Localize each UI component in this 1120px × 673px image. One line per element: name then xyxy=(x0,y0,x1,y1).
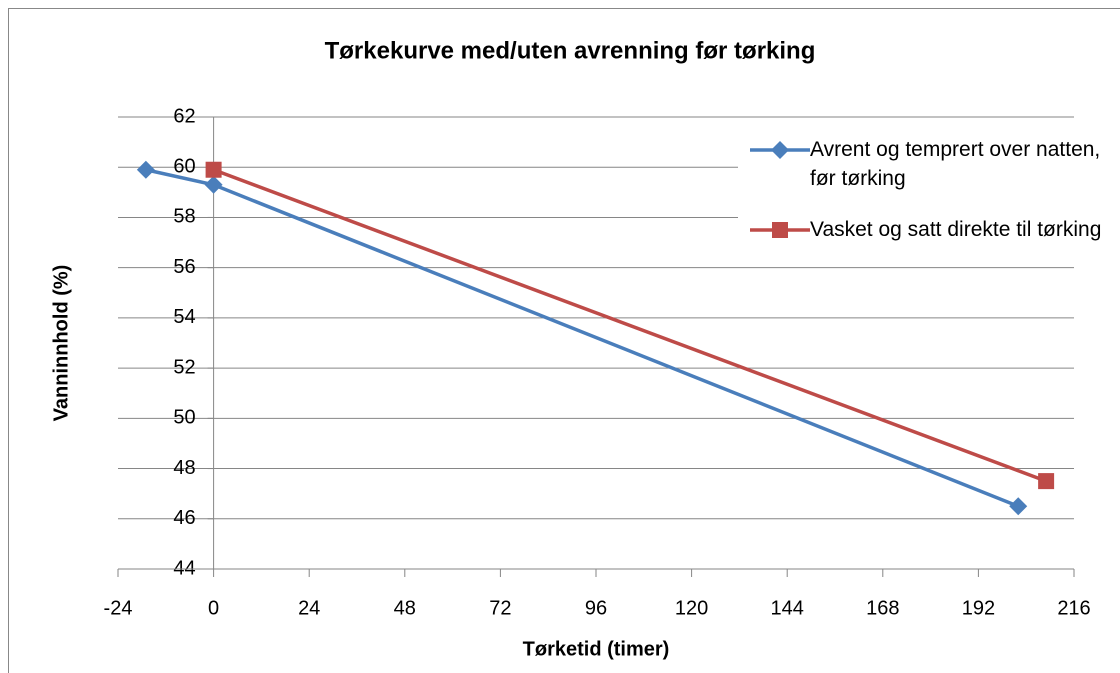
x-axis-title: Tørketid (timer) xyxy=(523,638,670,660)
marker xyxy=(204,175,223,194)
legend-swatch xyxy=(750,141,810,159)
y-tick-label: 60 xyxy=(173,156,195,178)
chart-border xyxy=(8,8,1120,673)
legend-item: Avrent og temprert over natten, før tørk… xyxy=(738,135,1106,193)
chart-title: Tørkekurve med/uten avrenning før tørkin… xyxy=(325,37,816,64)
legend: Avrent og temprert over natten, før tørk… xyxy=(738,135,1106,266)
x-tick-label: 168 xyxy=(866,597,899,619)
legend-swatch xyxy=(750,222,810,238)
marker xyxy=(1009,497,1028,516)
y-tick-label: 48 xyxy=(173,457,195,479)
y-tick-label: 58 xyxy=(173,206,195,228)
y-tick-label: 50 xyxy=(173,407,195,429)
x-tick-label: 144 xyxy=(771,597,804,619)
x-tick-label: 0 xyxy=(208,597,219,619)
x-tick-label: 72 xyxy=(489,597,511,619)
x-tick-label: 120 xyxy=(675,597,708,619)
legend-label: Vasket og satt direkte til tørking xyxy=(810,218,1102,241)
marker xyxy=(1038,473,1055,490)
y-tick-label: 52 xyxy=(173,356,195,378)
x-tick-label: 48 xyxy=(394,597,416,619)
x-tick-label: 24 xyxy=(298,597,320,619)
y-tick-label: 46 xyxy=(173,507,195,529)
y-tick-label: 56 xyxy=(173,256,195,278)
x-tick-label: 96 xyxy=(585,597,607,619)
marker xyxy=(771,141,789,159)
legend-item: Vasket og satt direkte til tørking xyxy=(738,215,1106,244)
x-tick-label: -24 xyxy=(104,597,133,619)
legend-label: Avrent og temprert over natten, før tørk… xyxy=(810,138,1101,190)
y-tick-label: 62 xyxy=(173,105,195,127)
y-tick-label: 44 xyxy=(173,557,195,579)
series-line xyxy=(212,168,1047,483)
y-axis-title: Vanninnhold (%) xyxy=(50,265,72,422)
marker xyxy=(205,161,222,178)
marker xyxy=(136,160,155,179)
x-tick-label: 216 xyxy=(1057,597,1090,619)
marker xyxy=(772,222,788,238)
y-tick-label: 54 xyxy=(173,306,195,328)
x-tick-label: 192 xyxy=(962,597,995,619)
